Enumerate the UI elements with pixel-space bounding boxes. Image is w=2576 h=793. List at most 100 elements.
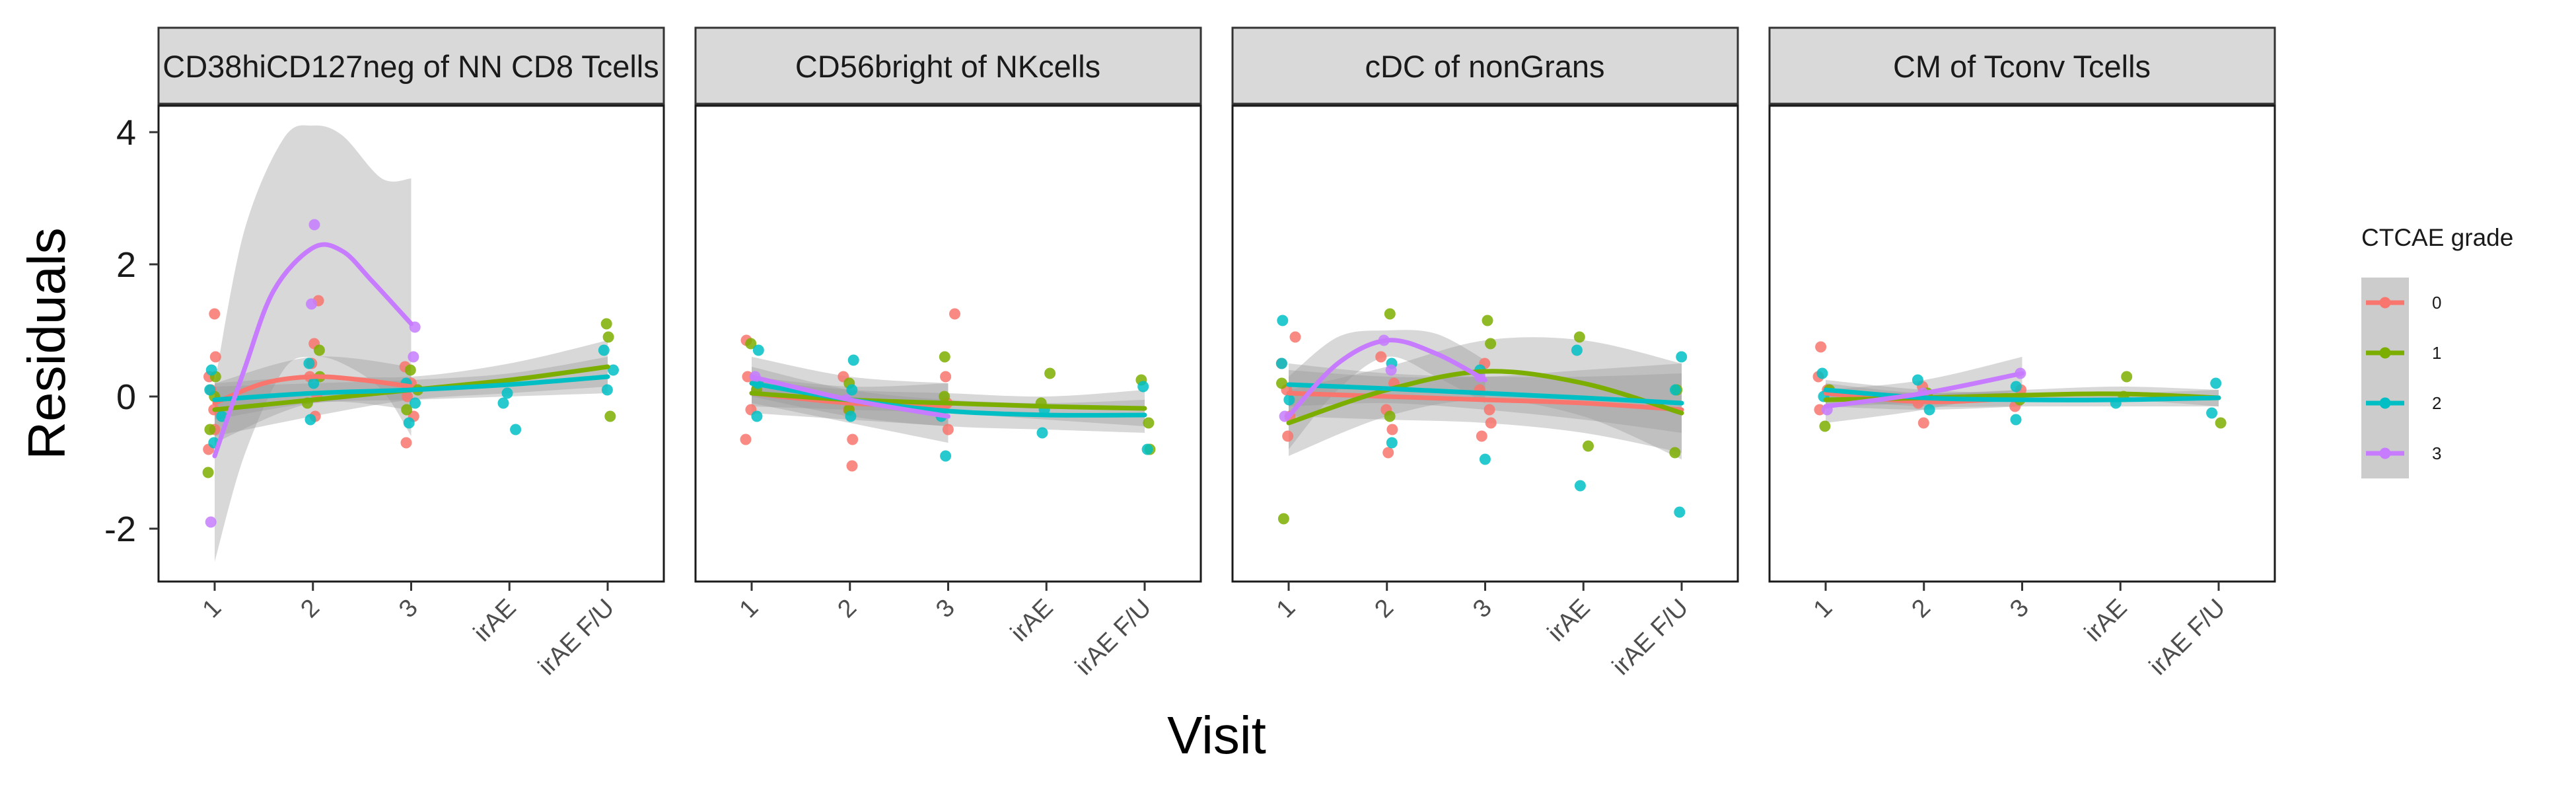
x-tick-label: irAE F/U: [1070, 594, 1157, 681]
data-point-grade-1: [1485, 338, 1497, 350]
data-point-grade-2: [940, 450, 952, 462]
legend-key-point: [2379, 447, 2391, 459]
data-point-grade-2: [1277, 315, 1289, 326]
data-point-grade-0: [1485, 417, 1497, 429]
data-point-grade-2: [2010, 381, 2022, 393]
x-axis-title: Visit: [1167, 706, 1266, 765]
trend-line-grade-3: [749, 374, 950, 419]
data-point-grade-0: [1375, 351, 1387, 363]
data-point-grade-1: [1384, 410, 1396, 422]
data-point-grade-2: [1386, 437, 1398, 449]
data-point-grade-1: [602, 331, 614, 343]
data-point-grade-2: [598, 344, 610, 356]
data-point-grade-1: [202, 467, 214, 478]
trend-line-grade-3: [212, 242, 413, 459]
data-point-grade-1: [604, 410, 616, 422]
data-point-grade-1: [600, 318, 612, 330]
data-point-grade-2: [1283, 394, 1295, 406]
data-point-grade-0: [1289, 331, 1301, 343]
x-tick-label: 2: [1906, 594, 1936, 624]
data-point-grade-1: [939, 391, 950, 402]
data-point-grade-2: [751, 410, 763, 422]
facet-panel-4: CM of Tconv Tcells: [1768, 26, 2276, 583]
data-point-grade-2: [1676, 351, 1688, 363]
trend-line-grade-0: [212, 374, 413, 406]
data-point-grade-2: [846, 384, 858, 396]
x-tick-label: 2: [295, 594, 325, 624]
data-point-grade-0: [402, 391, 413, 402]
data-point-grade-0: [740, 434, 752, 445]
data-point-grade-2: [1276, 358, 1287, 369]
data-point-grade-0: [942, 424, 954, 435]
y-tick-label: 2: [116, 245, 136, 285]
trend-line-grade-3: [1286, 338, 1487, 419]
legend-title: CTCAE grade: [2361, 224, 2513, 251]
data-point-grade-2: [1479, 453, 1491, 465]
data-point-grade-2: [1137, 381, 1149, 393]
data-point-grade-1: [204, 424, 216, 435]
x-tick-label: irAE: [2079, 594, 2132, 647]
data-point-grade-1: [1044, 367, 1056, 379]
data-point-grade-2: [752, 344, 764, 356]
x-tick-label: 3: [2005, 594, 2034, 624]
data-point-grade-2: [1923, 404, 1935, 416]
data-point-grade-1: [2121, 371, 2133, 383]
data-point-grade-2: [1036, 427, 1048, 439]
data-point-grade-0: [209, 351, 221, 363]
x-tick-label: 3: [394, 594, 423, 624]
data-point-grade-0: [1382, 447, 1394, 459]
data-point-grade-1: [939, 351, 950, 363]
data-point-grade-1: [1277, 513, 1289, 525]
trend-line-grade-2: [1823, 387, 2221, 402]
data-point-grade-2: [205, 364, 217, 376]
x-tick-label: irAE: [1542, 594, 1595, 647]
x-tick-label: 2: [832, 594, 862, 624]
data-point-grade-1: [1669, 447, 1681, 459]
data-point-grade-0: [1815, 341, 1827, 353]
data-point-grade-2: [216, 410, 228, 422]
legend-key-point: [2379, 397, 2391, 409]
data-point-grade-2: [608, 364, 619, 376]
data-point-grade-1: [1583, 440, 1594, 452]
data-point-grade-3: [1385, 364, 1397, 376]
data-point-grade-2: [2210, 377, 2222, 389]
data-point-grade-1: [1573, 331, 1585, 343]
data-point-grade-0: [1386, 424, 1398, 435]
x-tick-label: 1: [197, 594, 227, 624]
x-tick-label: 3: [931, 594, 960, 624]
confidence-band-grade-3: [1289, 330, 1485, 449]
data-point-grade-0: [949, 308, 960, 320]
x-tick-label: 1: [1808, 594, 1838, 624]
x-tick-label: 1: [1271, 594, 1301, 624]
data-point-grade-3: [306, 298, 318, 310]
data-point-grade-0: [1282, 430, 1294, 442]
data-point-grade-1: [2215, 417, 2227, 429]
data-point-grade-1: [401, 404, 413, 416]
data-point-grade-0: [1476, 430, 1487, 442]
data-point-grade-1: [1276, 377, 1287, 389]
legend-label-grade-2: 2: [2432, 393, 2441, 413]
data-point-grade-2: [501, 387, 513, 399]
data-point-grade-3: [1279, 410, 1291, 422]
data-point-grade-2: [304, 414, 316, 426]
y-axis: -2 0 2 4: [104, 113, 159, 549]
trend-line-grade-1: [1286, 369, 1684, 426]
trend-line-grade-1: [749, 391, 1147, 411]
data-point-grade-2: [2010, 414, 2022, 426]
legend-label-grade-1: 1: [2432, 343, 2441, 363]
facet-panel-1: CD38hiCD127neg of NN CD8 Tcells: [157, 26, 665, 583]
data-point-grade-2: [1141, 443, 1153, 455]
data-point-grade-2: [1816, 367, 1828, 379]
data-point-grade-2: [410, 397, 421, 409]
data-point-grade-2: [403, 417, 415, 429]
data-point-grade-3: [205, 516, 217, 528]
trend-line-grade-0: [1286, 391, 1684, 412]
data-point-grade-2: [601, 384, 613, 396]
data-point-grade-2: [204, 384, 216, 396]
data-point-grade-1: [1819, 420, 1831, 432]
x-tick-label: 3: [1468, 594, 1497, 624]
legend-label-grade-0: 0: [2432, 293, 2441, 313]
x-tick-label: irAE F/U: [533, 594, 620, 681]
data-point-grade-0: [847, 434, 859, 445]
